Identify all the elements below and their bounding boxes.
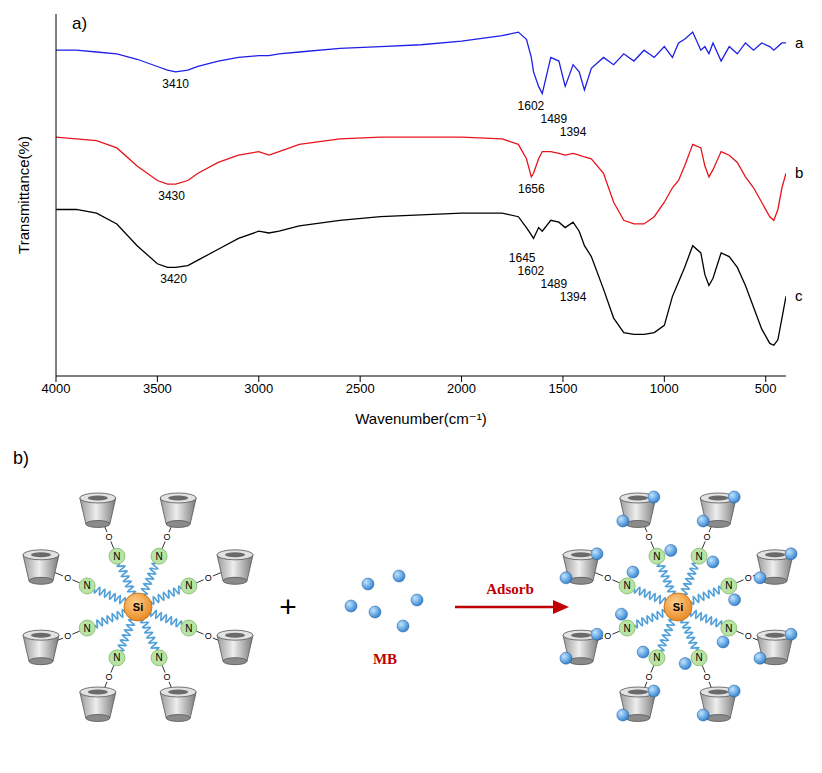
svg-text:1602: 1602	[518, 264, 545, 278]
svg-text:O: O	[745, 631, 752, 641]
svg-text:2000: 2000	[447, 381, 476, 396]
svg-text:3430: 3430	[158, 189, 185, 203]
svg-text:+: +	[279, 590, 297, 623]
svg-text:1645: 1645	[509, 251, 536, 265]
svg-text:500: 500	[755, 381, 777, 396]
svg-text:O: O	[164, 532, 171, 542]
svg-text:O: O	[64, 631, 71, 641]
svg-text:1489: 1489	[540, 277, 567, 291]
svg-text:b): b)	[13, 448, 29, 468]
html-text:a): a)	[72, 14, 88, 33]
svg-text:O: O	[164, 672, 171, 682]
svg-text:3410: 3410	[162, 77, 189, 91]
svg-text:N: N	[653, 551, 660, 562]
svg-text:c: c	[795, 287, 803, 304]
svg-text:N: N	[725, 623, 732, 634]
svg-text:N: N	[84, 580, 91, 591]
svg-text:N: N	[84, 623, 91, 634]
svg-text:O: O	[105, 672, 112, 682]
svg-text:Transmittance(%): Transmittance(%)	[15, 136, 32, 254]
svg-text:O: O	[645, 672, 652, 682]
svg-text:O: O	[64, 573, 71, 583]
svg-text:O: O	[704, 672, 711, 682]
svg-text:Si: Si	[133, 601, 143, 613]
svg-text:O: O	[604, 631, 611, 641]
svg-text:O: O	[645, 532, 652, 542]
svg-text:N: N	[155, 551, 162, 562]
svg-text:a: a	[795, 34, 804, 51]
svg-text:1489: 1489	[540, 112, 567, 126]
svg-text:O: O	[745, 573, 752, 583]
svg-text:Si: Si	[673, 601, 683, 613]
svg-text:2500: 2500	[346, 381, 375, 396]
svg-text:N: N	[185, 580, 192, 591]
svg-text:O: O	[604, 573, 611, 583]
svg-text:O: O	[205, 631, 212, 641]
svg-text:1394: 1394	[560, 125, 587, 139]
svg-text:O: O	[205, 573, 212, 583]
svg-text:N: N	[624, 623, 631, 634]
svg-text:O: O	[704, 532, 711, 542]
svg-text:1602: 1602	[518, 99, 545, 113]
svg-text:N: N	[725, 580, 732, 591]
svg-text:N: N	[113, 652, 120, 663]
svg-text:1000: 1000	[650, 381, 679, 396]
svg-text:1500: 1500	[548, 381, 577, 396]
svg-text:N: N	[155, 652, 162, 663]
svg-text:N: N	[695, 551, 702, 562]
svg-text:N: N	[695, 652, 702, 663]
svg-text:Adsorb: Adsorb	[486, 581, 534, 597]
svg-text:1394: 1394	[560, 290, 587, 304]
svg-text:3500: 3500	[143, 381, 172, 396]
svg-text:3420: 3420	[160, 272, 187, 286]
svg-text:3000: 3000	[244, 381, 273, 396]
svg-text:N: N	[185, 623, 192, 634]
svg-text:1656: 1656	[518, 182, 545, 196]
svg-text:MB: MB	[373, 651, 397, 667]
svg-text:N: N	[113, 551, 120, 562]
svg-text:N: N	[653, 652, 660, 663]
svg-text:N: N	[624, 580, 631, 591]
svg-text:Wavenumber(cm⁻¹): Wavenumber(cm⁻¹)	[355, 410, 487, 427]
svg-text:b: b	[795, 164, 803, 181]
svg-text:4000: 4000	[42, 381, 71, 396]
svg-text:O: O	[105, 532, 112, 542]
